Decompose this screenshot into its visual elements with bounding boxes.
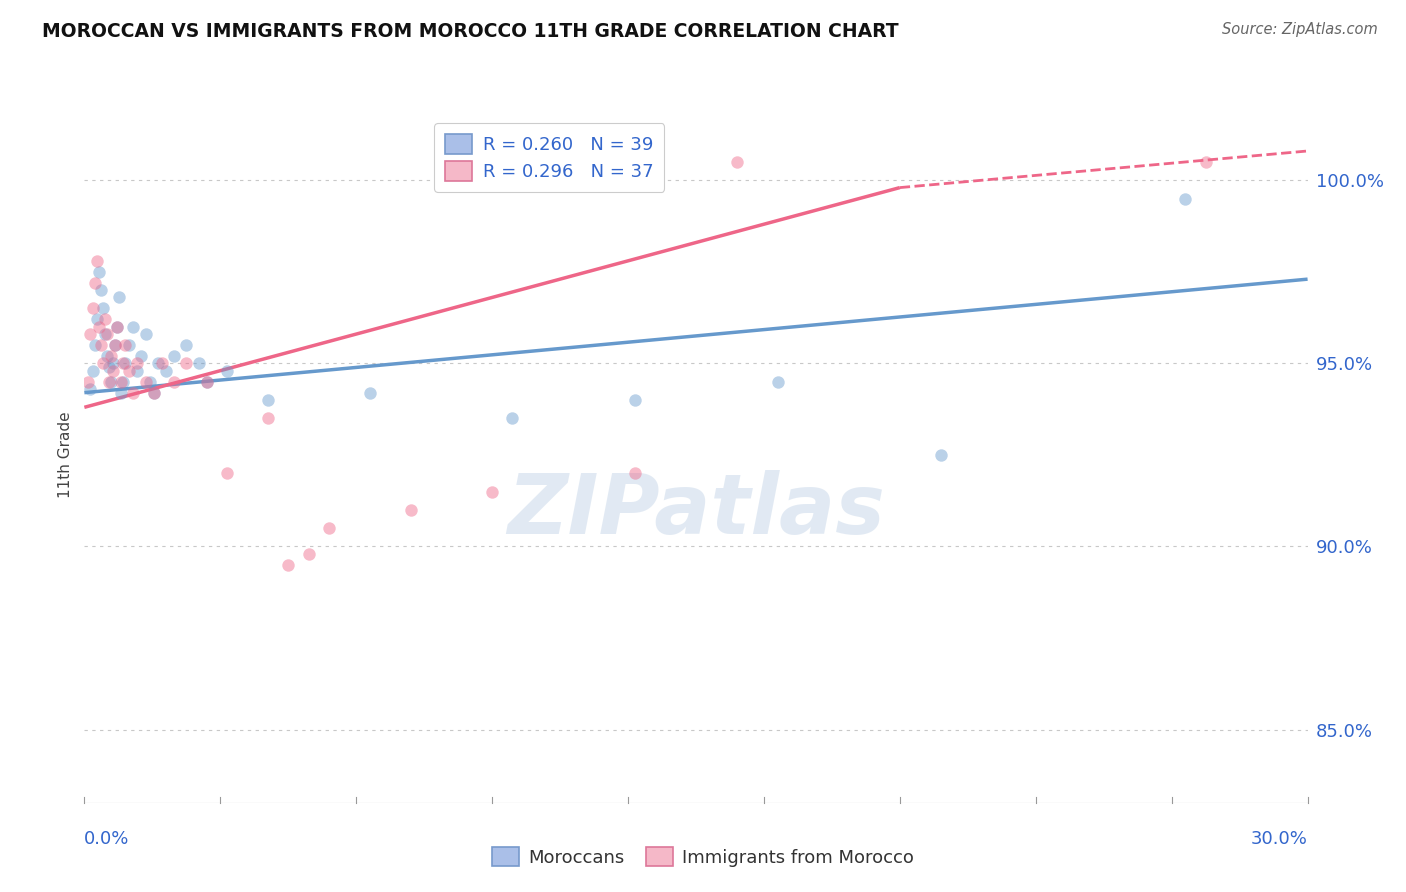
Point <box>257 411 280 425</box>
Point <box>100 349 122 363</box>
Point <box>79 382 101 396</box>
Y-axis label: 11th Grade: 11th Grade <box>58 411 73 499</box>
Point <box>105 319 128 334</box>
Point <box>90 283 112 297</box>
Point <box>142 385 165 400</box>
Text: Source: ZipAtlas.com: Source: ZipAtlas.com <box>1222 22 1378 37</box>
Text: 30.0%: 30.0% <box>1251 830 1308 847</box>
Point <box>195 375 218 389</box>
Point <box>93 327 115 342</box>
Point <box>114 338 136 352</box>
Point <box>110 375 132 389</box>
Point <box>1195 155 1218 169</box>
Point <box>91 356 114 370</box>
Point <box>87 319 110 334</box>
Point <box>87 265 110 279</box>
Point <box>112 356 135 370</box>
Point <box>90 338 112 352</box>
Point <box>481 484 503 499</box>
Point <box>217 467 239 481</box>
Point <box>82 364 104 378</box>
Point <box>118 338 141 352</box>
Point <box>122 319 145 334</box>
Point <box>79 327 101 342</box>
Point <box>150 356 173 370</box>
Point <box>108 290 131 304</box>
Point <box>122 385 145 400</box>
Point <box>138 375 160 389</box>
Point <box>217 364 239 378</box>
Point <box>257 392 280 407</box>
Point <box>624 467 647 481</box>
Point <box>101 356 124 370</box>
Point <box>127 364 149 378</box>
Point <box>97 359 120 374</box>
Point <box>104 338 127 352</box>
Point <box>146 356 169 370</box>
Point <box>97 375 120 389</box>
Point <box>359 385 381 400</box>
Point <box>93 312 115 326</box>
Point <box>114 356 136 370</box>
Point <box>86 253 108 268</box>
Text: 0.0%: 0.0% <box>84 830 129 847</box>
Point <box>155 364 177 378</box>
Point <box>318 521 340 535</box>
Point <box>501 411 523 425</box>
Point <box>82 301 104 316</box>
Point <box>105 319 128 334</box>
Point <box>399 503 422 517</box>
Point <box>135 375 157 389</box>
Point <box>766 375 789 389</box>
Point <box>118 364 141 378</box>
Point <box>83 338 105 352</box>
Point <box>110 385 132 400</box>
Point <box>86 312 108 326</box>
Legend: R = 0.260   N = 39, R = 0.296   N = 37: R = 0.260 N = 39, R = 0.296 N = 37 <box>434 123 664 192</box>
Point <box>174 356 197 370</box>
Point <box>91 301 114 316</box>
Text: MOROCCAN VS IMMIGRANTS FROM MOROCCO 11TH GRADE CORRELATION CHART: MOROCCAN VS IMMIGRANTS FROM MOROCCO 11TH… <box>42 22 898 41</box>
Point <box>174 338 197 352</box>
Point <box>131 349 153 363</box>
Point <box>83 276 105 290</box>
Point <box>163 349 186 363</box>
Point <box>96 327 118 342</box>
Point <box>96 349 118 363</box>
Point <box>929 448 952 462</box>
Point <box>101 364 124 378</box>
Point <box>624 392 647 407</box>
Point <box>112 375 135 389</box>
Point <box>142 385 165 400</box>
Point <box>163 375 186 389</box>
Point <box>77 375 100 389</box>
Text: ZIPatlas: ZIPatlas <box>508 470 884 551</box>
Point <box>725 155 748 169</box>
Point <box>187 356 209 370</box>
Legend: Moroccans, Immigrants from Morocco: Moroccans, Immigrants from Morocco <box>485 840 921 874</box>
Point <box>298 547 321 561</box>
Point <box>195 375 218 389</box>
Point <box>104 338 127 352</box>
Point <box>277 558 299 572</box>
Point <box>1174 192 1197 206</box>
Point <box>135 327 157 342</box>
Point <box>100 375 122 389</box>
Point <box>127 356 149 370</box>
